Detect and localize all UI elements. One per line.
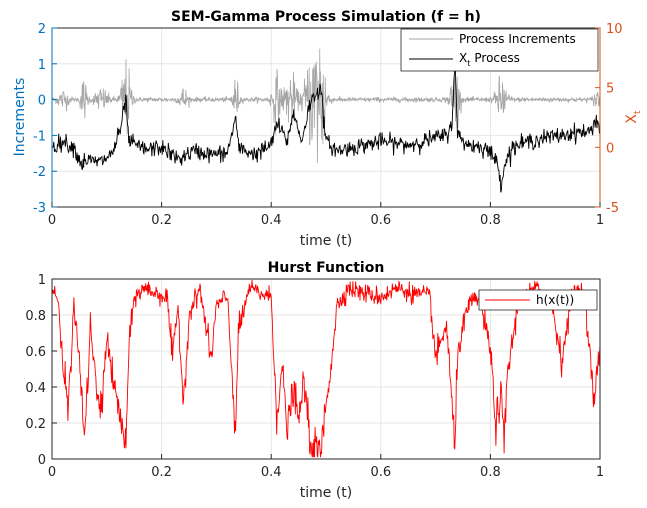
legend-label-increments: Process Increments: [459, 32, 576, 46]
increments-series: [51, 48, 601, 164]
top-legend: Process Increments Xt Process: [400, 28, 599, 72]
legend-label-hurst: h(x(t)): [536, 293, 574, 307]
bottom-legend: h(x(t)): [478, 289, 598, 311]
top-left-y-tick-label: -3: [33, 201, 46, 216]
top-x-tick-label: 0.2: [151, 213, 172, 228]
top-right-y-tick-label: 5: [606, 82, 614, 97]
legend-label-x-process: Xt Process: [459, 51, 520, 68]
bottom-y-tick-label: 0.4: [25, 381, 46, 396]
bottom-y-tick-label: 0.6: [25, 345, 46, 360]
bottom-x-tick-label: 0.8: [480, 465, 501, 480]
top-right-y-axis-label: Xt: [624, 110, 643, 124]
top-left-y-tick-label: -2: [33, 165, 46, 180]
bottom-y-tick-label: 0.8: [25, 309, 46, 324]
bottom-x-tick-label: 0.4: [261, 465, 282, 480]
top-legend-box: [400, 28, 599, 72]
increments-line: [51, 48, 601, 164]
top-right-y-tick-label: 0: [606, 141, 614, 156]
legend-x-suffix: Process: [474, 51, 520, 65]
top-left-y-tick-label: -1: [33, 129, 46, 144]
x-process-series: [51, 59, 601, 193]
top-left-y-tick-label: 0: [38, 94, 46, 109]
bottom-x-axis-label: time (t): [300, 485, 353, 501]
x-process-line: [51, 59, 601, 193]
top-x-tick-label: 0.4: [261, 213, 282, 228]
bottom-y-tick-label: 0: [38, 453, 46, 468]
top-panel: 0 0.2 0.4 0.6 0.8 1 -3 -2 -1 0 1 2 -5 0 5 10 SEM-Gamma …: [12, 9, 643, 249]
hurst-line: [51, 279, 601, 458]
top-x-tick-label: 1: [596, 213, 604, 228]
bottom-y-tick-label: 0.2: [25, 417, 46, 432]
top-right-y-axis-label-main: X: [624, 114, 640, 124]
bottom-ticks: 0 0.2 0.4 0.6 0.8 1 0 0.2 0.4 0.6 0.8 1: [25, 273, 604, 480]
top-x-tick-label: 0.6: [370, 213, 391, 228]
top-right-y-tick-label: -5: [606, 201, 619, 216]
top-x-axis-label: time (t): [300, 233, 353, 249]
legend-x-sub: t: [467, 59, 470, 68]
top-left-y-axis-label: Increments: [12, 78, 28, 157]
bottom-chart-title: Hurst Function: [268, 260, 385, 276]
bottom-x-tick-label: 1: [596, 465, 604, 480]
bottom-panel: 0 0.2 0.4 0.6 0.8 1 0 0.2 0.4 0.6 0.8 1 Hurst Funct…: [25, 260, 604, 501]
legend-x-name: X: [459, 51, 467, 65]
bottom-legend-box: [478, 289, 598, 311]
bottom-plot-border: [51, 278, 601, 460]
top-x-tick-label: 0.8: [480, 213, 501, 228]
bottom-x-tick-label: 0.2: [151, 465, 172, 480]
bottom-y-tick-label: 1: [38, 273, 46, 288]
top-ticks: 0 0.2 0.4 0.6 0.8 1 -3 -2 -1 0 1 2 -5 0 5 10: [33, 22, 623, 228]
top-left-y-tick-label: 1: [38, 58, 46, 73]
top-left-y-tick-label: 2: [38, 22, 46, 37]
bottom-x-tick-label: 0: [48, 465, 56, 480]
top-x-tick-label: 0: [48, 213, 56, 228]
hurst-series: [51, 279, 601, 458]
top-chart-title: SEM-Gamma Process Simulation (f = h): [171, 9, 481, 25]
top-right-y-tick-label: 10: [606, 22, 623, 37]
bottom-x-tick-label: 0.6: [370, 465, 391, 480]
top-right-y-axis-label-sub: t: [633, 110, 643, 114]
